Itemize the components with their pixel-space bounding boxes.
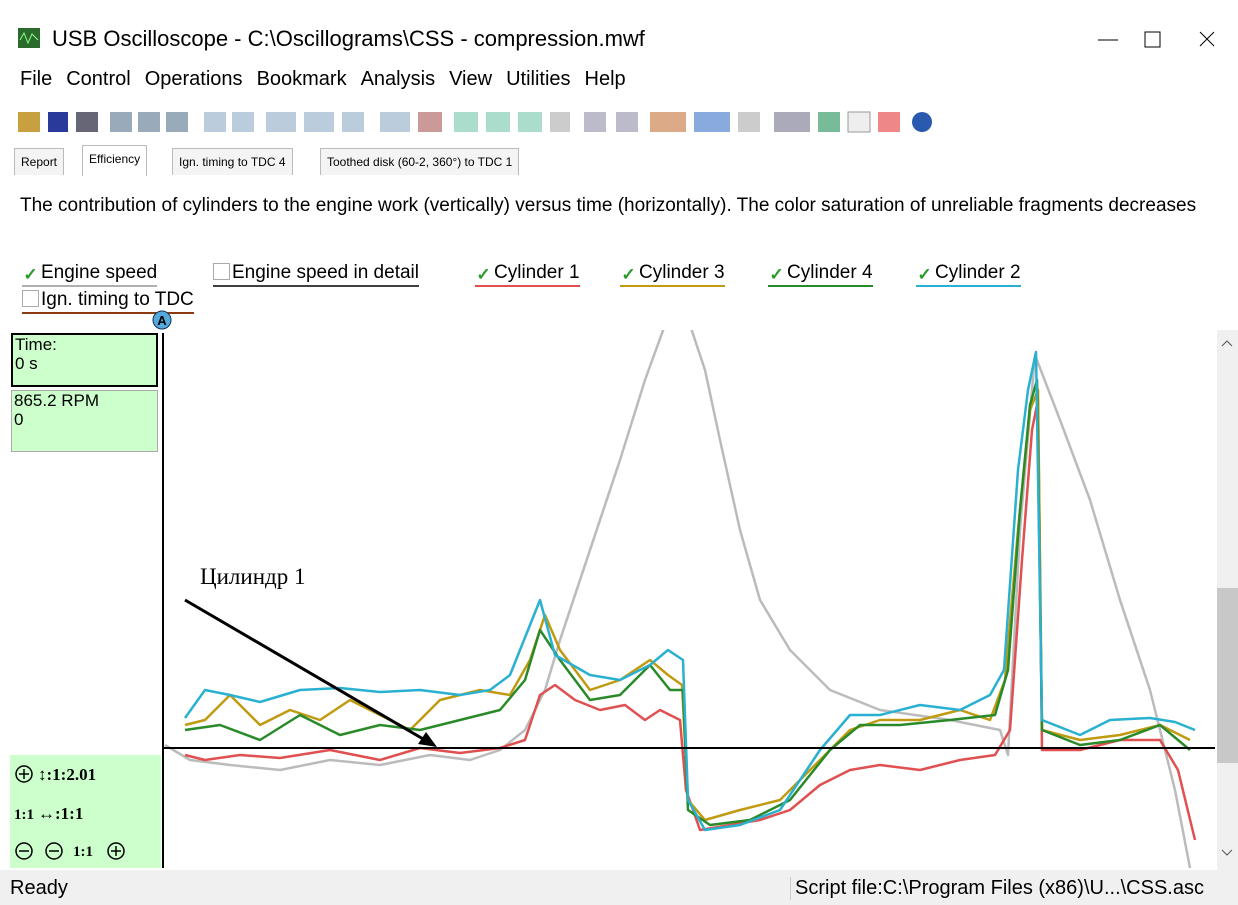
legend-item[interactable]: ✓Cylinder 2 — [916, 262, 1021, 287]
menu-item[interactable]: Utilities — [506, 68, 570, 90]
legend-item[interactable]: ✓Cylinder 3 — [620, 262, 725, 287]
menu-item[interactable]: Help — [585, 68, 626, 90]
rpm-label: 865.2 RPM — [14, 391, 157, 410]
checkbox[interactable]: ✓ — [916, 266, 933, 283]
tab[interactable]: Ign. timing to TDC 4 — [172, 148, 293, 175]
app-icon — [18, 28, 40, 48]
checkbox[interactable]: ✓ — [22, 266, 39, 283]
time-value: 0 s — [15, 354, 156, 373]
marker-label: A — [157, 313, 167, 328]
annotation: Цилиндр 1 — [200, 564, 305, 589]
menu-bar: File Control Operations Bookmark Analysis Vie… — [20, 68, 640, 91]
legend-label: Ign. timing to TDC — [41, 289, 194, 310]
legend-label: Cylinder 1 — [494, 262, 580, 283]
status-left: Ready — [10, 877, 68, 900]
zoom-reset-button[interactable]: 1:1 — [73, 844, 93, 860]
legend-label: Engine speed — [41, 262, 157, 283]
checkbox[interactable] — [22, 290, 39, 307]
zoom-reset[interactable]: 1:1 — [14, 807, 34, 823]
zoom-buttons[interactable]: ↕:1:2.01 1:1 ↔:1:1 1:1 — [10, 755, 165, 868]
checkbox[interactable]: ✓ — [768, 266, 785, 283]
zoom-horizontal: ↔:1:1 — [38, 804, 83, 823]
checkbox[interactable]: ✓ — [475, 266, 492, 283]
legend-label: Cylinder 3 — [639, 262, 725, 283]
rpm-value: 0 — [14, 410, 157, 429]
menu-item[interactable]: Control — [66, 68, 130, 90]
window-controls[interactable] — [1090, 25, 1230, 55]
checkbox[interactable] — [213, 263, 230, 280]
checkbox[interactable]: ✓ — [620, 266, 637, 283]
window-title: USB Oscilloscope - C:\Oscillograms\CSS -… — [52, 26, 645, 52]
legend-label: Cylinder 2 — [935, 262, 1021, 283]
description: The contribution of cylinders to the eng… — [20, 193, 1230, 218]
time-readout: Time:0 s — [11, 333, 158, 387]
status-right: Script file:C:\Program Files (x86)\U...\… — [790, 877, 1204, 900]
tab[interactable]: Toothed disk (60-2, 360°) to TDC 1 — [320, 148, 519, 175]
menu-item[interactable]: Bookmark — [257, 68, 347, 90]
plot: Цилиндр 1 — [0, 330, 1238, 870]
time-label: Time: — [15, 335, 156, 354]
legend-label: Cylinder 4 — [787, 262, 873, 283]
zoom-vertical: ↕:1:2.01 — [38, 765, 96, 784]
tab[interactable]: Report — [14, 148, 64, 175]
menu-item[interactable]: View — [449, 68, 492, 90]
tab[interactable]: Efficiency — [82, 145, 147, 176]
legend-item[interactable]: ✓Cylinder 4 — [768, 262, 873, 287]
menu-item[interactable]: Operations — [145, 68, 243, 90]
menu-item[interactable]: Analysis — [361, 68, 435, 90]
legend-item[interactable]: Engine speed in detail — [213, 262, 419, 287]
legend-label: Engine speed in detail — [232, 262, 419, 283]
app-window: USB Oscilloscope - C:\Oscillograms\CSS -… — [0, 0, 1238, 905]
toolbar — [14, 106, 1214, 140]
menu-item[interactable]: File — [20, 68, 52, 90]
legend-item[interactable]: ✓Cylinder 1 — [475, 262, 580, 287]
legend-item[interactable]: ✓Engine speed — [22, 262, 157, 287]
